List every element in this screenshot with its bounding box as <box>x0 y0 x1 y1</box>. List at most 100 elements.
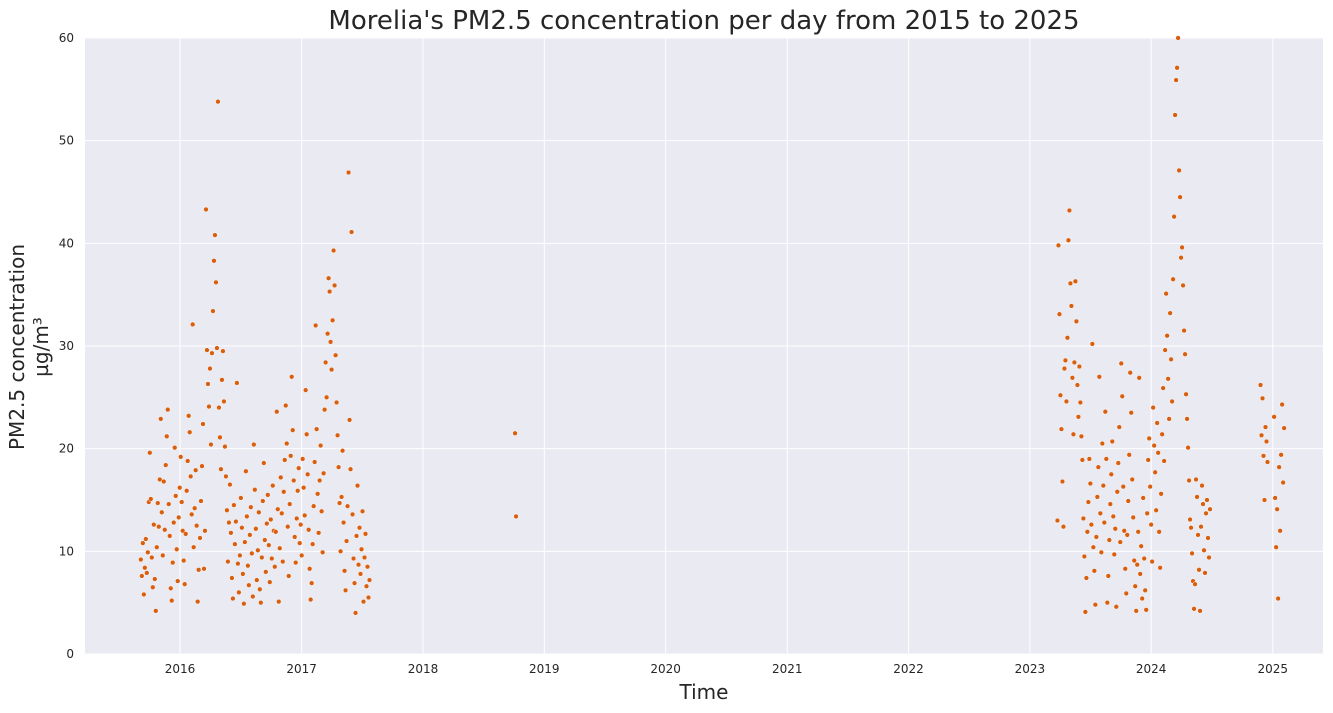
data-point <box>1188 525 1194 531</box>
data-point <box>1147 484 1153 490</box>
data-point <box>1137 571 1143 577</box>
data-point <box>1060 524 1067 530</box>
data-point <box>182 581 188 587</box>
data-point <box>1100 482 1106 489</box>
data-point <box>246 582 252 588</box>
data-point <box>1191 606 1197 612</box>
data-point <box>183 531 189 537</box>
data-point <box>1200 501 1206 507</box>
data-point <box>1092 602 1098 608</box>
y-axis-label: PM2.5 concentration µg/m³ <box>5 244 53 450</box>
data-point <box>351 580 358 586</box>
data-point <box>300 456 306 462</box>
data-point <box>197 535 203 541</box>
data-point <box>162 527 168 533</box>
data-point <box>1160 385 1166 391</box>
data-point <box>318 508 325 514</box>
data-point <box>513 513 519 520</box>
data-point <box>1099 440 1105 447</box>
data-point <box>252 487 258 493</box>
data-point <box>1084 529 1091 535</box>
data-point <box>1072 278 1079 284</box>
y-tick-labels: 0 10 20 30 40 50 60 <box>59 31 74 661</box>
data-point <box>365 594 372 601</box>
data-point <box>344 503 351 509</box>
data-point <box>313 322 319 329</box>
data-point <box>1171 213 1177 220</box>
data-point <box>245 563 251 569</box>
data-point <box>1168 356 1174 362</box>
data-point <box>221 398 227 405</box>
data-point <box>220 348 226 354</box>
data-point <box>1090 544 1096 550</box>
data-point <box>1152 469 1158 475</box>
data-point <box>1204 497 1210 503</box>
data-point <box>1274 506 1280 512</box>
data-point <box>354 482 361 489</box>
data-point <box>1073 318 1080 325</box>
y-tick-label: 30 <box>59 339 74 353</box>
data-point <box>187 429 193 435</box>
data-point <box>164 433 170 439</box>
data-point <box>1258 432 1265 438</box>
data-point <box>1108 471 1114 477</box>
data-point <box>314 491 321 497</box>
data-point <box>173 493 179 499</box>
data-point <box>364 564 371 570</box>
data-point <box>1281 425 1287 431</box>
data-point <box>268 516 274 523</box>
data-point <box>242 539 248 545</box>
data-point <box>362 531 369 537</box>
data-point <box>1143 607 1149 613</box>
x-axis-label: Time <box>679 680 729 704</box>
data-point <box>1080 515 1087 522</box>
data-point <box>1130 514 1136 521</box>
data-point <box>290 427 296 433</box>
data-point <box>233 518 239 525</box>
data-point <box>1153 507 1159 513</box>
data-point <box>255 547 261 553</box>
x-tick-label: 2021 <box>772 662 803 676</box>
data-point <box>325 275 332 281</box>
data-point <box>1263 438 1270 445</box>
data-point <box>150 584 156 590</box>
data-point <box>1102 409 1108 415</box>
data-point <box>323 394 330 400</box>
data-point <box>144 570 150 576</box>
data-point <box>1069 375 1076 381</box>
data-point <box>154 544 160 550</box>
y-tick-label: 60 <box>59 31 74 45</box>
data-point <box>1068 303 1075 309</box>
data-point <box>216 404 222 411</box>
data-point <box>1113 604 1119 610</box>
data-point <box>1074 382 1081 388</box>
data-point <box>292 534 298 540</box>
data-point <box>317 442 324 449</box>
data-point <box>1145 457 1151 463</box>
data-point <box>350 555 357 562</box>
y-tick-label: 0 <box>66 647 74 661</box>
data-point <box>348 229 355 235</box>
data-point <box>145 549 151 556</box>
data-point <box>333 399 340 406</box>
data-point <box>339 448 346 454</box>
data-point <box>1125 498 1131 504</box>
data-point <box>340 519 347 526</box>
data-point <box>347 466 354 472</box>
data-point <box>1116 424 1122 430</box>
data-point <box>1279 401 1285 408</box>
data-point <box>1063 398 1070 405</box>
data-point <box>1133 608 1139 614</box>
data-point <box>203 206 209 213</box>
data-point <box>1057 392 1064 398</box>
data-point <box>240 571 246 577</box>
data-point <box>1123 590 1129 597</box>
data-point <box>1058 426 1065 432</box>
data-point <box>349 511 356 518</box>
data-point <box>281 489 287 495</box>
data-point <box>158 416 164 422</box>
data-point <box>1119 393 1125 399</box>
data-point <box>1062 357 1069 364</box>
data-point <box>230 595 236 602</box>
data-point <box>1178 255 1184 261</box>
